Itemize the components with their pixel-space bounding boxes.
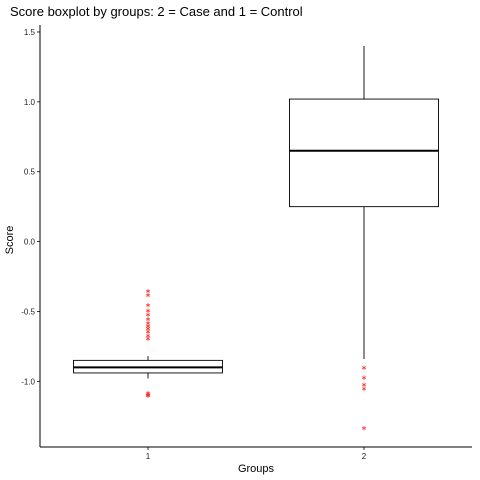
outlier-point: * (146, 328, 151, 339)
outlier-point: * (362, 425, 367, 436)
x-axis-title: Groups (238, 463, 275, 475)
y-tick-label: 1.0 (24, 98, 36, 107)
outlier-point: * (362, 365, 367, 376)
outlier-point: * (362, 375, 367, 386)
outlier-point: * (146, 335, 151, 346)
y-tick-label: 1.5 (24, 28, 36, 37)
boxes-layer: ******************** (73, 45, 439, 436)
box-group-2: ***** (289, 45, 439, 436)
x-tick-label: 1 (146, 452, 151, 461)
outlier-point: * (146, 320, 151, 331)
outlier-point: * (146, 326, 151, 337)
y-axis-ticks: 1.5 1.0 0.5 0.0 -0.5 -1.0 (21, 28, 40, 386)
outlier-point: * (146, 288, 151, 299)
x-tick-label: 2 (362, 452, 367, 461)
outlier-point: * (146, 307, 151, 318)
outlier-point: * (146, 390, 151, 401)
outlier-point: * (362, 386, 367, 397)
chart-title: Score boxplot by groups: 2 = Case and 1 … (10, 4, 303, 19)
y-tick-label: -0.5 (21, 307, 35, 316)
y-tick-label: 0.5 (24, 168, 36, 177)
outlier-point: * (146, 393, 151, 404)
outlier-point: * (146, 312, 151, 323)
box-iqr (289, 98, 439, 208)
outlier-point: * (146, 302, 151, 313)
y-axis-title: Score (4, 226, 16, 255)
outlier-point: * (146, 292, 151, 303)
box-group-1: *************** (73, 288, 223, 404)
outlier-point: * (146, 316, 151, 327)
y-tick-label: -1.0 (21, 377, 35, 386)
outlier-point: * (146, 333, 151, 344)
outlier-point: * (146, 391, 151, 402)
outlier-point: * (362, 382, 367, 393)
outlier-point: * (146, 323, 151, 334)
y-tick-label: 0.0 (24, 238, 36, 247)
